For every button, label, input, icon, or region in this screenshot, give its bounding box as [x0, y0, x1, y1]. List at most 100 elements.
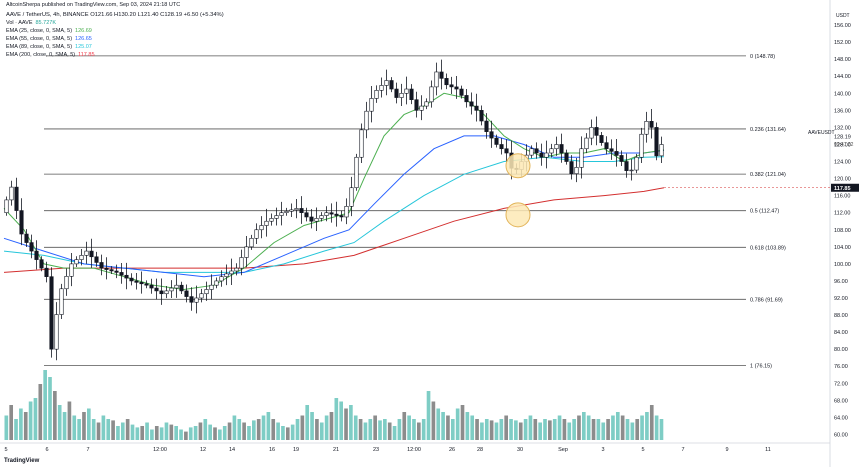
volume-bar: [285, 427, 290, 440]
legend-ema200[interactable]: EMA (200, close, 0, SMA, 5) 117.85: [6, 52, 98, 59]
volume-bar: [625, 419, 630, 440]
legend-volume[interactable]: Vol · AAVE 85.727K: [6, 20, 59, 27]
volume-bar: [455, 408, 460, 440]
price-axis[interactable]: USDT 60.00 64.00 68.00 72.00 76.00 80.00 84.00 8…: [664, 0, 859, 467]
time-tick: 12: [200, 447, 206, 453]
price-tick: 148.00: [834, 57, 851, 63]
price-tick: 116.00: [834, 194, 850, 200]
time-tick: 3: [601, 447, 604, 453]
candle-body: [559, 144, 564, 154]
volume-bar: [645, 412, 649, 440]
volume-bar: [601, 422, 606, 440]
time-tick: 19: [293, 447, 299, 453]
volume-bar: [548, 420, 552, 440]
candle-body: [659, 144, 664, 157]
candle-body: [634, 156, 639, 171]
candle-body: [639, 133, 644, 158]
volume-bar: [53, 391, 57, 440]
volume-bar: [620, 415, 625, 440]
legend-ema55[interactable]: EMA (55, close, 0, SMA, 5) 126.65: [6, 36, 95, 43]
volume-bar: [256, 419, 261, 440]
candle-body: [69, 263, 74, 277]
time-axis[interactable]: 5 6 7 12:00 12 14 16 19 21 23 12:00 26 28 30 Sep 3 5 7 9 11: [0, 442, 830, 453]
volume-bar: [91, 419, 96, 440]
time-tick: 12:00: [407, 447, 421, 453]
candle-body: [164, 290, 169, 295]
price-tick: 124.00: [834, 160, 851, 166]
candle-body: [354, 156, 359, 189]
volume-bar: [596, 419, 601, 440]
fib-retracement[interactable]: 0 (148.78) 0.236 (131.64) 0.382 (121.04) 0.…: [44, 54, 786, 370]
volume-bar: [130, 424, 135, 440]
volume-bar: [446, 415, 450, 440]
volume-bar: [319, 422, 324, 440]
candle-body: [274, 215, 279, 219]
volume-bar: [82, 412, 86, 440]
ema-lines: [3, 92, 665, 291]
volume-bar: [43, 370, 47, 440]
volume-bar: [494, 422, 499, 440]
time-tick: 7: [681, 447, 684, 453]
price-tick: 92.00: [834, 296, 848, 302]
price-tick: 100.00: [834, 262, 851, 268]
volume-bar: [125, 419, 130, 440]
volume-bar: [174, 426, 179, 440]
volume-bar: [470, 415, 475, 440]
volume-bar: [324, 415, 329, 440]
candle-body: [254, 229, 259, 239]
volume-bar: [353, 415, 358, 440]
legend-ema89[interactable]: EMA (89, close, 0, SMA, 5) 125.07: [6, 44, 95, 51]
volume-bar: [159, 427, 164, 440]
time-tick: 9: [725, 447, 728, 453]
watermark-text: TradingView: [4, 458, 40, 464]
volume-bar: [184, 431, 188, 440]
price-tick: 152.00: [834, 40, 851, 46]
legend-value: 126.65: [75, 36, 92, 42]
candle-body: [449, 84, 454, 88]
candle-body: [309, 216, 314, 222]
volume-bar: [135, 427, 140, 440]
candle-body: [54, 314, 59, 350]
candle-body: [114, 270, 119, 273]
candle-body: [504, 148, 509, 154]
candle-body: [434, 71, 439, 88]
candle-body: [139, 282, 144, 285]
candle-body: [129, 277, 134, 282]
candle-body: [264, 220, 269, 226]
candle-body: [584, 137, 589, 150]
time-tick: 23: [373, 447, 379, 453]
candle-body: [574, 167, 579, 175]
volume-bar: [154, 426, 159, 440]
volume-bar: [252, 420, 256, 440]
candle-body: [469, 101, 474, 107]
volume-bar: [499, 419, 504, 440]
volume-bar: [203, 419, 208, 440]
candle-body: [429, 86, 434, 103]
candle-body: [464, 95, 469, 103]
volume-bar: [538, 422, 542, 440]
candle-body: [64, 276, 69, 290]
volume-bar: [392, 426, 397, 440]
volume-bar: [344, 408, 348, 440]
volume-bar: [290, 424, 295, 440]
candle-body: [329, 212, 334, 215]
candle-body: [59, 288, 64, 315]
candle-body: [459, 88, 464, 96]
time-tick: 28: [477, 447, 483, 453]
price-tick: 128.00: [834, 142, 851, 148]
volume-bar: [72, 415, 77, 440]
candle-body: [384, 80, 389, 86]
fib-label: 1 (76.15): [750, 364, 772, 370]
volume-bar: [431, 401, 436, 440]
volume-bar: [523, 419, 528, 440]
volume-bar: [591, 419, 596, 440]
volume-bar: [77, 419, 81, 440]
volume-bar: [528, 415, 533, 440]
volume-bar: [514, 420, 518, 440]
legend-ema25[interactable]: EMA (25, close, 0, SMA, 5) 126.69: [6, 28, 95, 35]
candle-body: [534, 148, 539, 154]
candle-body: [209, 284, 214, 290]
volume-bar: [368, 419, 373, 440]
volume-bar: [412, 419, 416, 440]
